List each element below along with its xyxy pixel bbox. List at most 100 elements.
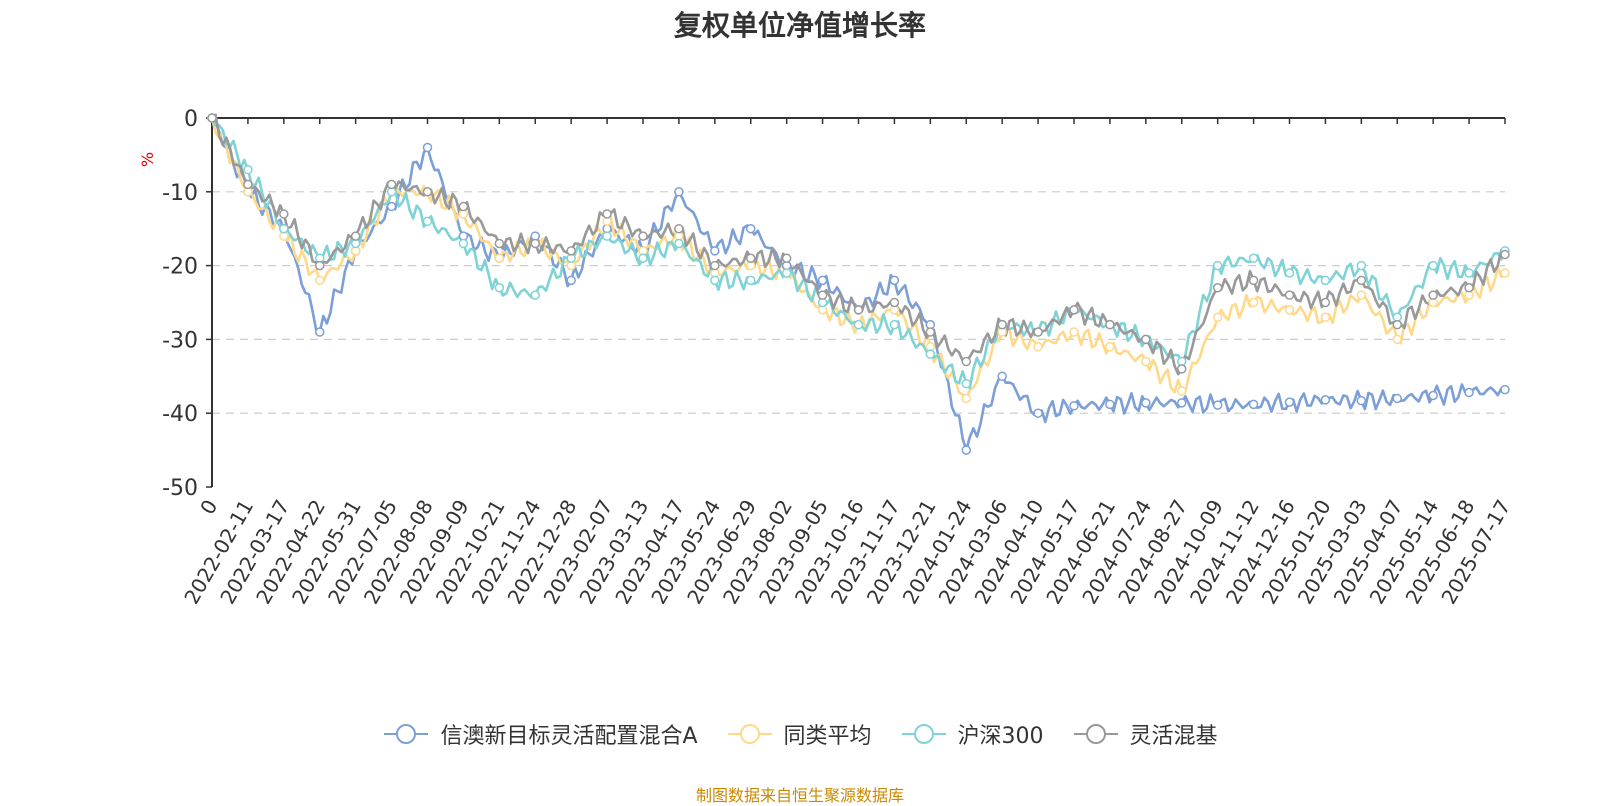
line-chart: 0 -10 -20 -30 -40 -50 02022-02-112022-03-1720…	[162, 107, 1515, 608]
data-point	[1212, 260, 1223, 271]
data-point	[1392, 393, 1402, 404]
data-point	[1033, 342, 1043, 352]
data-point	[1069, 327, 1079, 337]
series-line	[211, 117, 1506, 452]
data-point	[494, 282, 505, 293]
data-point	[279, 223, 289, 234]
data-point	[853, 305, 864, 315]
legend-swatch	[384, 724, 429, 744]
legend-swatch-circle	[396, 724, 417, 744]
data-point	[1500, 384, 1510, 395]
data-point	[1248, 399, 1259, 410]
data-point	[746, 275, 756, 286]
data-point	[1212, 400, 1223, 410]
data-point	[207, 113, 217, 123]
series-line	[211, 113, 1507, 376]
data-point	[781, 268, 792, 278]
data-point	[638, 253, 648, 263]
y-tick-label: 0	[184, 107, 198, 132]
data-point	[1320, 275, 1331, 286]
data-point	[422, 142, 433, 153]
data-point	[638, 231, 648, 241]
data-point	[997, 319, 1007, 330]
data-point	[961, 356, 971, 367]
legend-item[interactable]: 沪深300	[900, 718, 1044, 750]
data-point	[1177, 398, 1187, 408]
data-point	[458, 238, 469, 249]
y-tick-labels: 0 -10 -20 -30 -40 -50	[162, 107, 198, 501]
data-point	[1248, 297, 1259, 308]
data-point	[1177, 386, 1187, 396]
data-point	[710, 260, 720, 271]
y-tick-label: -30	[162, 328, 198, 353]
data-point	[602, 231, 612, 241]
y-tick-label: -10	[162, 181, 198, 206]
data-point	[1069, 305, 1079, 315]
data-point	[1284, 268, 1295, 278]
data-point	[530, 238, 540, 249]
data-point	[1320, 395, 1331, 405]
data-point	[1392, 334, 1402, 345]
data-point	[674, 223, 684, 234]
y-tick-label: -50	[162, 476, 198, 501]
data-point	[566, 275, 576, 286]
data-point	[1464, 282, 1474, 293]
data-point	[315, 260, 325, 271]
data-point	[1248, 275, 1259, 286]
data-point	[1428, 290, 1438, 300]
legend: 信澳新目标灵活配置混合A 同类平均 沪深300 灵活混基	[0, 718, 1600, 750]
data-point	[1141, 398, 1151, 408]
data-point	[1069, 401, 1079, 411]
legend-swatch	[1073, 724, 1118, 744]
data-point	[817, 275, 828, 286]
data-point	[1356, 290, 1367, 300]
data-point	[925, 349, 936, 359]
legend-item[interactable]: 同类平均	[726, 718, 872, 750]
legend-label: 灵活混基	[1129, 724, 1218, 749]
data-point	[746, 253, 756, 263]
data-point	[1033, 408, 1043, 418]
data-point	[889, 297, 900, 308]
data-point	[494, 238, 505, 249]
y-tick-label: -40	[162, 402, 198, 427]
data-point	[458, 201, 469, 212]
data-point	[1033, 327, 1043, 337]
legend-label: 同类平均	[783, 724, 872, 749]
data-point	[602, 209, 612, 219]
data-point	[674, 187, 684, 197]
data-point	[674, 238, 684, 249]
axes	[206, 117, 1506, 488]
data-point	[710, 246, 720, 256]
data-point	[350, 231, 361, 241]
data-point	[422, 187, 433, 197]
data-point	[1320, 297, 1331, 308]
data-point	[817, 290, 828, 300]
data-point	[1500, 268, 1510, 278]
x-tick-label: 0	[195, 496, 222, 519]
data-point	[1464, 387, 1474, 398]
data-point	[386, 201, 397, 212]
data-point	[1212, 312, 1223, 323]
legend-item[interactable]: 灵活混基	[1072, 718, 1218, 750]
legend-swatch-circle	[913, 724, 934, 744]
data-point	[386, 179, 397, 190]
data-point	[1284, 305, 1295, 315]
y-tick-label: -20	[162, 255, 198, 280]
data-point	[279, 209, 289, 219]
legend-item[interactable]: 信澳新目标灵活配置混合A	[382, 718, 698, 750]
data-point	[566, 246, 576, 256]
data-point	[889, 319, 900, 330]
data-point	[243, 179, 253, 190]
legend-swatch	[901, 724, 946, 744]
data-point	[746, 223, 756, 234]
data-point	[494, 253, 505, 263]
data-point	[1320, 312, 1331, 323]
series-line	[210, 117, 1507, 390]
data-point	[1392, 319, 1402, 330]
data-point	[961, 445, 971, 455]
data-point	[422, 216, 433, 227]
data-point	[1428, 260, 1438, 271]
source-note: 制图数据来自恒生聚源数据库	[695, 786, 904, 805]
legend-label: 信澳新目标灵活配置混合A	[440, 724, 698, 749]
data-point	[1284, 290, 1295, 300]
